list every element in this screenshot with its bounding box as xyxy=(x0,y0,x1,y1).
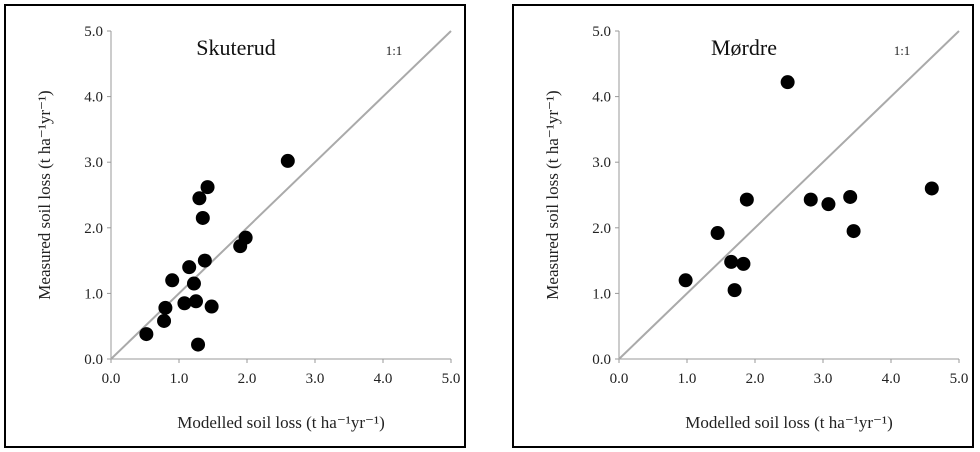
chart-panel-skuterud: 0.0 1.0 2.0 3.0 4.0 5.0 0.0 1.0 2.0 3.0 4.0 5.0 1:1 S… xyxy=(4,4,466,448)
scatter-chart-mordre: 0.0 1.0 2.0 3.0 4.0 5.0 0.0 1.0 2.0 3.0 4.0 5.0 1:1 M… xyxy=(543,24,969,432)
x-axis-title: Modelled soil loss (t ha⁻¹yr⁻¹) xyxy=(685,413,893,432)
data-point xyxy=(727,283,742,298)
y-tick-label: 5.0 xyxy=(592,24,611,40)
x-tick-label: 3.0 xyxy=(814,371,833,387)
x-tick-label: 4.0 xyxy=(374,371,393,387)
data-point xyxy=(843,189,858,204)
panel-title: Skuterud xyxy=(196,35,275,60)
data-point xyxy=(803,192,818,207)
one-to-one-label: 1:1 xyxy=(386,43,403,58)
y-tick-label: 0.0 xyxy=(84,352,103,368)
x-tick-label: 5.0 xyxy=(442,371,461,387)
data-point xyxy=(200,180,215,195)
panel-title: Mørdre xyxy=(711,35,777,60)
data-point xyxy=(710,226,725,241)
y-tick-label: 1.0 xyxy=(592,286,611,302)
scatter-chart-skuterud: 0.0 1.0 2.0 3.0 4.0 5.0 0.0 1.0 2.0 3.0 4.0 5.0 1:1 S… xyxy=(35,24,461,432)
y-tick-label: 1.0 xyxy=(84,286,103,302)
data-point xyxy=(238,230,253,245)
x-tick-label: 1.0 xyxy=(170,371,189,387)
one-to-one-line xyxy=(618,30,960,360)
data-point xyxy=(182,260,197,275)
data-point xyxy=(186,276,201,291)
data-point xyxy=(165,273,180,288)
x-tick-label: 3.0 xyxy=(306,371,325,387)
data-point xyxy=(192,191,207,206)
data-point xyxy=(846,224,861,239)
data-point xyxy=(195,210,210,225)
data-point xyxy=(158,300,173,315)
x-tick-label: 2.0 xyxy=(238,371,257,387)
x-tick-label: 5.0 xyxy=(950,371,969,387)
data-point xyxy=(924,181,939,196)
data-point xyxy=(678,273,693,288)
x-tick-label: 2.0 xyxy=(746,371,765,387)
data-point xyxy=(280,153,295,168)
data-point xyxy=(739,192,754,207)
y-tick-label: 2.0 xyxy=(592,221,611,237)
x-tick-label: 4.0 xyxy=(882,371,901,387)
y-tick-label: 4.0 xyxy=(84,90,103,106)
x-tick-label: 0.0 xyxy=(102,371,121,387)
y-tick-label: 3.0 xyxy=(84,155,103,171)
data-point xyxy=(177,296,192,311)
y-tick-label: 4.0 xyxy=(592,90,611,106)
data-point xyxy=(780,75,795,90)
one-to-one-label: 1:1 xyxy=(894,43,911,58)
data-point xyxy=(139,327,154,342)
y-axis-title: Measured soil loss (t ha⁻¹yr⁻¹) xyxy=(543,90,562,299)
x-axis-title: Modelled soil loss (t ha⁻¹yr⁻¹) xyxy=(177,413,385,432)
x-tick-label: 1.0 xyxy=(678,371,697,387)
x-tick-label: 0.0 xyxy=(610,371,629,387)
data-point xyxy=(157,313,172,328)
data-point xyxy=(191,337,206,352)
y-axis-title: Measured soil loss (t ha⁻¹yr⁻¹) xyxy=(35,90,54,299)
y-tick-label: 5.0 xyxy=(84,24,103,40)
data-point xyxy=(821,197,836,212)
chart-panel-mordre: 0.0 1.0 2.0 3.0 4.0 5.0 0.0 1.0 2.0 3.0 4.0 5.0 1:1 M… xyxy=(512,4,974,448)
data-point xyxy=(736,256,751,271)
data-point xyxy=(724,254,739,269)
data-point xyxy=(204,299,219,314)
y-tick-label: 0.0 xyxy=(592,352,611,368)
data-point xyxy=(189,294,203,309)
y-tick-label: 2.0 xyxy=(84,221,103,237)
y-tick-label: 3.0 xyxy=(592,155,611,171)
data-point xyxy=(197,253,212,268)
